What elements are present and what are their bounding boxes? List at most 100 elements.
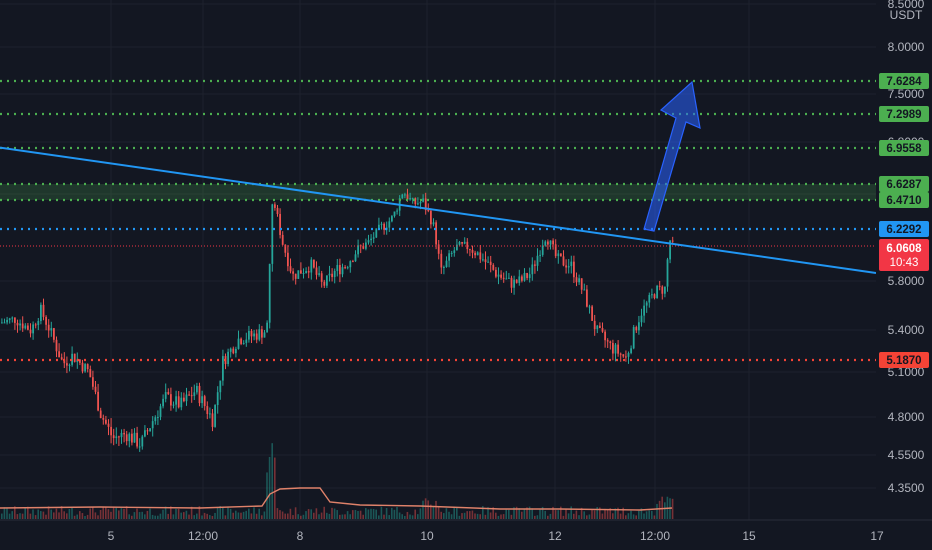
volume-bar bbox=[107, 509, 110, 519]
volume-bar bbox=[547, 515, 549, 519]
volume-bar bbox=[440, 511, 442, 519]
candle-body bbox=[94, 386, 97, 392]
volume-bar bbox=[188, 514, 190, 519]
volume-bar bbox=[310, 509, 312, 519]
volume-bar bbox=[651, 510, 653, 519]
candle-body bbox=[528, 274, 531, 279]
candle-body bbox=[281, 234, 284, 245]
volume-bar bbox=[427, 500, 429, 519]
volume-bar bbox=[586, 515, 588, 519]
volume-bar bbox=[240, 512, 242, 519]
price-axis[interactable] bbox=[876, 0, 932, 550]
x-tick-label: 5 bbox=[108, 529, 115, 543]
candle-body bbox=[560, 253, 562, 257]
volume-bar bbox=[94, 512, 97, 519]
candle-body bbox=[307, 271, 310, 273]
candle-body bbox=[320, 273, 323, 282]
candle-body bbox=[596, 325, 599, 330]
candle-body bbox=[167, 392, 170, 395]
candle-body bbox=[562, 256, 565, 266]
volume-bar bbox=[27, 506, 29, 519]
volume-bar bbox=[591, 509, 593, 519]
volume-bar bbox=[34, 515, 37, 519]
candle-body bbox=[645, 302, 648, 306]
candle-body bbox=[625, 356, 627, 358]
candle-body bbox=[526, 272, 528, 279]
volume-bar bbox=[76, 514, 78, 519]
volume-bar bbox=[284, 513, 286, 519]
candle-body bbox=[586, 289, 588, 307]
candle-body bbox=[617, 344, 619, 354]
candle-body bbox=[141, 436, 144, 447]
volume-bar bbox=[297, 514, 299, 519]
time-axis[interactable] bbox=[0, 520, 932, 550]
volume-bar bbox=[383, 514, 385, 519]
candle-body bbox=[638, 322, 640, 331]
volume-bar bbox=[443, 513, 445, 519]
candle-body bbox=[456, 244, 458, 251]
price-badge bbox=[879, 106, 929, 122]
candle-body bbox=[29, 329, 32, 334]
candle-body bbox=[419, 201, 422, 204]
trendline[interactable] bbox=[0, 146, 877, 274]
candle-body bbox=[266, 322, 268, 333]
candle-body bbox=[331, 273, 333, 278]
candle-body bbox=[24, 325, 27, 329]
candle-body bbox=[19, 323, 21, 326]
volume-bar bbox=[393, 509, 396, 519]
candle-body bbox=[157, 416, 159, 418]
volume-bar bbox=[175, 508, 177, 519]
candle-body bbox=[123, 432, 125, 435]
candle-body bbox=[599, 325, 601, 329]
candle-body bbox=[198, 385, 201, 404]
volume-bar bbox=[281, 511, 284, 519]
y-tick-label: 5.1000 bbox=[888, 365, 925, 379]
candle-body bbox=[240, 338, 242, 344]
candle-body bbox=[92, 377, 94, 387]
volume-bar bbox=[248, 508, 250, 519]
candle-body bbox=[128, 433, 131, 442]
candle-body bbox=[388, 221, 391, 228]
candle-body bbox=[112, 435, 115, 439]
volume-bar bbox=[531, 508, 533, 519]
candle-body bbox=[378, 224, 380, 229]
candle-body bbox=[32, 324, 34, 334]
volume-bar bbox=[487, 507, 489, 519]
candle-body bbox=[401, 194, 404, 199]
candle-body bbox=[354, 254, 357, 262]
candle-body bbox=[37, 321, 40, 326]
x-tick-label: 10 bbox=[420, 529, 434, 543]
volume-bar bbox=[219, 506, 221, 519]
volume-bar bbox=[315, 508, 318, 519]
volume-bar bbox=[474, 513, 476, 519]
volume-bar bbox=[489, 512, 492, 519]
volume-bar bbox=[536, 515, 539, 519]
candle-body bbox=[336, 265, 339, 271]
volume-bar bbox=[596, 507, 598, 519]
volume-bar bbox=[89, 508, 91, 519]
volume-bar bbox=[201, 515, 203, 519]
volume-bar bbox=[40, 511, 42, 519]
candle-body bbox=[245, 339, 248, 343]
candle-body bbox=[326, 275, 328, 286]
candle-body bbox=[666, 259, 669, 287]
volume-bar bbox=[526, 507, 528, 519]
candle-body bbox=[414, 198, 417, 205]
volume-bar bbox=[370, 508, 372, 519]
volume-bar bbox=[409, 514, 411, 519]
arrow-up-icon[interactable] bbox=[643, 80, 701, 232]
candle-body bbox=[448, 253, 450, 261]
volume-bar bbox=[476, 513, 479, 519]
volume-bar bbox=[164, 506, 167, 519]
candle-body bbox=[450, 252, 453, 254]
candle-body bbox=[583, 289, 586, 291]
volume-bar bbox=[575, 510, 578, 519]
price-badge bbox=[879, 221, 929, 237]
volume-bar bbox=[326, 512, 328, 519]
volume-bar bbox=[573, 513, 575, 519]
volume-bar bbox=[268, 456, 271, 519]
volume-bar bbox=[45, 514, 47, 519]
candle-body bbox=[73, 353, 76, 362]
volume-bar bbox=[235, 510, 237, 519]
